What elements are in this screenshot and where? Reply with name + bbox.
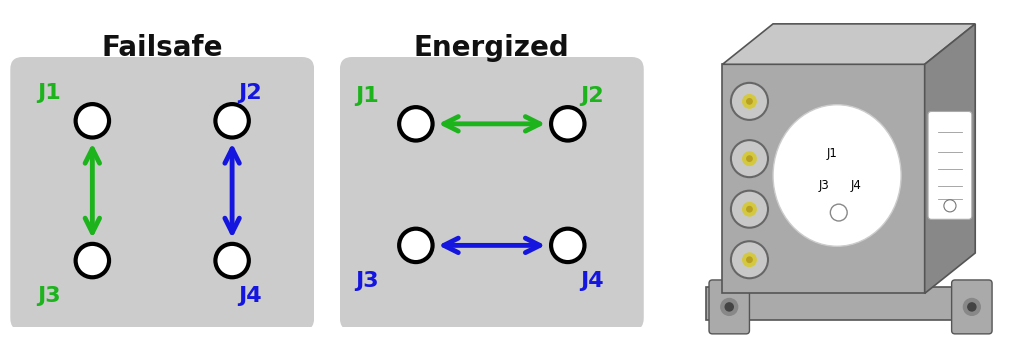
Polygon shape — [722, 24, 975, 64]
FancyBboxPatch shape — [340, 57, 644, 330]
Text: J1: J1 — [38, 82, 62, 102]
Circle shape — [551, 107, 584, 140]
Polygon shape — [706, 287, 989, 320]
Circle shape — [215, 244, 249, 277]
Circle shape — [747, 257, 752, 263]
Circle shape — [400, 107, 433, 140]
Text: J1: J1 — [826, 147, 837, 160]
Circle shape — [721, 298, 737, 315]
Text: J3: J3 — [818, 179, 829, 192]
Ellipse shape — [774, 105, 901, 246]
FancyBboxPatch shape — [952, 280, 992, 334]
Circle shape — [731, 191, 768, 228]
Circle shape — [215, 104, 249, 138]
Circle shape — [725, 303, 733, 311]
Text: J4: J4 — [238, 286, 262, 306]
Circle shape — [75, 104, 109, 138]
Circle shape — [743, 203, 756, 216]
Circle shape — [75, 244, 109, 277]
Text: J3: J3 — [38, 286, 61, 306]
Circle shape — [747, 156, 752, 161]
Text: J4: J4 — [580, 271, 604, 291]
Circle shape — [400, 229, 433, 262]
Circle shape — [747, 206, 752, 212]
Circle shape — [551, 229, 584, 262]
Polygon shape — [925, 24, 975, 293]
Circle shape — [747, 99, 752, 104]
Text: Failsafe: Failsafe — [102, 34, 222, 62]
Text: Energized: Energized — [414, 34, 570, 62]
Circle shape — [731, 241, 768, 278]
Circle shape — [731, 83, 768, 120]
Circle shape — [968, 303, 975, 311]
FancyBboxPatch shape — [10, 57, 314, 330]
Text: J2: J2 — [238, 82, 262, 102]
Circle shape — [731, 140, 768, 177]
FancyBboxPatch shape — [928, 112, 972, 219]
FancyBboxPatch shape — [709, 280, 750, 334]
Text: J3: J3 — [355, 271, 379, 291]
Circle shape — [743, 95, 756, 108]
Circle shape — [743, 253, 756, 266]
Circle shape — [963, 298, 981, 315]
Text: J1: J1 — [355, 86, 379, 106]
Text: J4: J4 — [850, 179, 861, 192]
FancyBboxPatch shape — [722, 64, 925, 293]
Text: J2: J2 — [580, 86, 604, 106]
Circle shape — [743, 152, 756, 165]
